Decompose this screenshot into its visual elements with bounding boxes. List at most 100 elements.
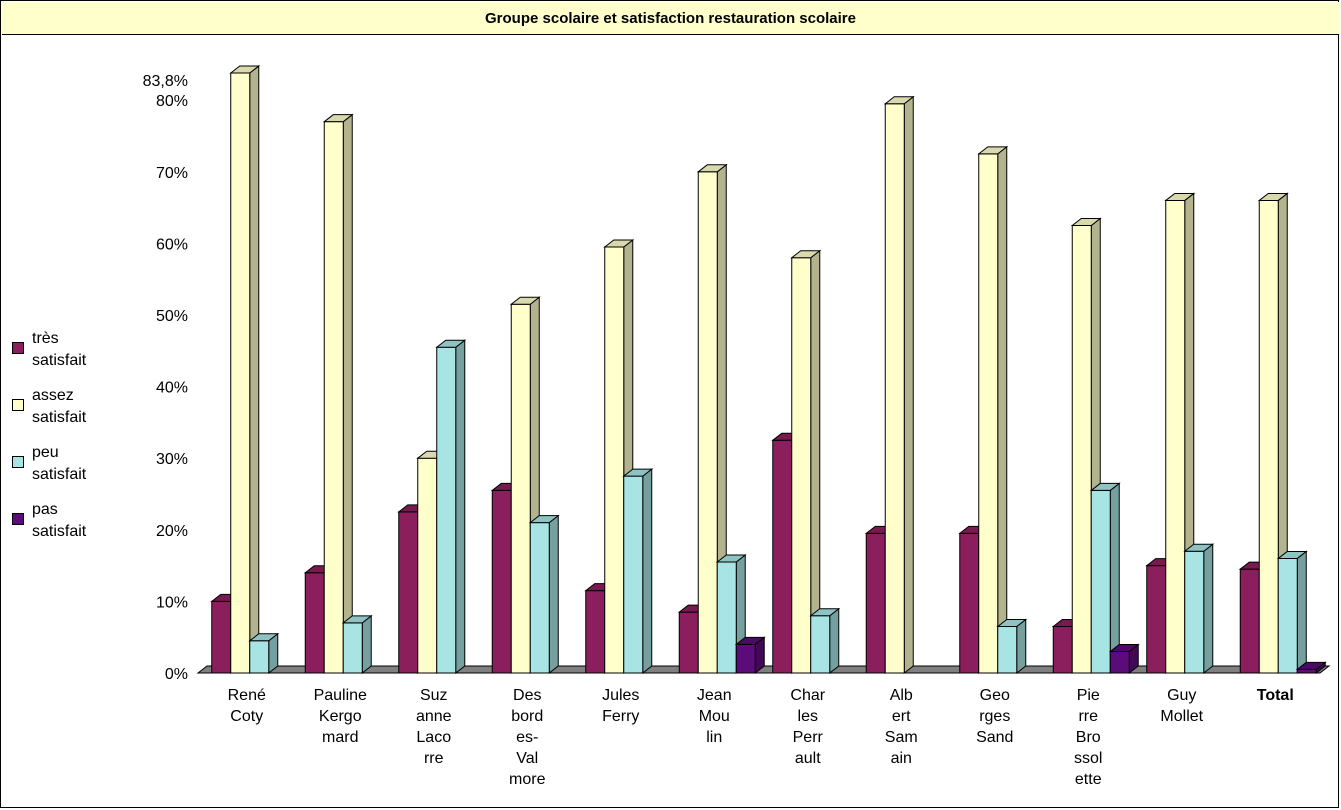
bar	[734, 636, 766, 675]
bar-front	[810, 615, 831, 674]
bar-front	[884, 103, 905, 674]
bar-front	[1184, 550, 1205, 674]
bar-top	[1295, 661, 1327, 670]
category-label: Alb ert Sam ain	[885, 687, 918, 767]
bar-front	[1052, 625, 1073, 674]
y-tick-label: 20%	[156, 523, 188, 540]
bar-side	[361, 614, 372, 675]
bar	[996, 618, 1028, 675]
bar	[322, 113, 354, 675]
bar-front	[997, 625, 1018, 674]
y-tick-label: 10%	[156, 594, 188, 611]
y-tick-label: 60%	[156, 236, 188, 253]
bar-front	[211, 600, 232, 674]
bar-top	[977, 146, 1009, 155]
category-label: Pie rre Bro ssol ette	[1074, 687, 1102, 788]
bar-top	[1276, 550, 1308, 559]
bar-side	[249, 64, 260, 675]
category-label: Suz anne Laco rre	[416, 687, 452, 767]
y-tick-label: 30%	[156, 451, 188, 468]
bar-front	[249, 640, 270, 674]
legend-item: très satisfait	[8, 328, 118, 372]
category-label: Char les Perr ault	[790, 687, 825, 767]
category-label: Jules Ferry	[602, 687, 639, 725]
bar-front	[1258, 199, 1279, 674]
y-tick-label: 40%	[156, 380, 188, 397]
bar-front	[772, 439, 793, 674]
bar-side	[642, 468, 653, 675]
category-label: René Coty	[228, 687, 266, 725]
bar	[715, 553, 747, 675]
category-label: Geo rges Sand	[976, 687, 1013, 746]
category-label: Jean Mou lin	[697, 687, 732, 746]
bar-front	[230, 72, 251, 674]
legend-item: assez satisfait	[8, 385, 118, 429]
bar-front	[959, 532, 980, 674]
bar	[248, 632, 280, 675]
bar-top	[883, 96, 915, 105]
legend-label: satisfait	[32, 523, 87, 540]
bar-side	[342, 113, 353, 675]
bar-front	[678, 611, 699, 674]
bar-front	[417, 457, 438, 674]
y-tick-label: 70%	[156, 165, 188, 182]
bar-top	[435, 339, 467, 348]
bar	[435, 339, 467, 675]
y-tick-label: 80%	[156, 93, 188, 110]
bar-front	[1239, 568, 1260, 674]
bar-front	[585, 590, 606, 674]
bar-top	[996, 618, 1028, 627]
bar	[622, 468, 654, 675]
legend-label: très	[32, 330, 59, 347]
bar-front	[1296, 668, 1317, 674]
bar-top	[1164, 192, 1196, 201]
bar-top	[809, 608, 841, 617]
chart-title: Groupe scolaire et satisfaction restaura…	[2, 2, 1339, 35]
bar-front	[978, 153, 999, 674]
legend-label: satisfait	[32, 409, 87, 426]
bar-front	[1277, 557, 1298, 674]
bar	[1295, 661, 1327, 675]
bar-front	[323, 121, 344, 674]
bar	[341, 614, 373, 675]
bar-top	[715, 554, 747, 563]
max-value-annotation: 83,8%	[143, 73, 188, 90]
bar-top	[322, 114, 354, 123]
bar	[528, 514, 560, 675]
y-tick-label: 50%	[156, 308, 188, 325]
bar-side	[1016, 618, 1027, 675]
bar-top	[1070, 218, 1102, 226]
bar-front	[1109, 651, 1130, 674]
bar	[1183, 543, 1215, 675]
bar	[1108, 643, 1140, 675]
bar-front	[604, 246, 625, 674]
bar-top	[248, 633, 280, 642]
bar-side	[997, 145, 1008, 675]
bar-front	[1090, 489, 1111, 674]
bar-top	[229, 65, 261, 74]
bar-top	[509, 296, 541, 305]
bar	[809, 607, 841, 675]
bar-side	[548, 514, 559, 675]
legend-label: assez	[32, 387, 74, 404]
bar-side	[1203, 543, 1214, 675]
bar-top	[1108, 644, 1140, 653]
bar	[977, 145, 1009, 675]
bar-side	[829, 607, 840, 675]
legend-item: peu satisfait	[8, 442, 118, 486]
y-tick-label: 0%	[165, 666, 188, 683]
legend-label: satisfait	[32, 352, 87, 369]
bar	[1276, 550, 1308, 675]
bar-front	[791, 257, 812, 674]
bar-front	[436, 346, 457, 674]
bar-front	[1146, 565, 1167, 674]
chart-floor	[196, 665, 1331, 674]
bar-front	[697, 171, 718, 674]
bar	[790, 249, 822, 675]
bar-top	[1089, 482, 1121, 491]
bar-top	[790, 250, 822, 259]
bar-top	[603, 239, 635, 248]
bar-front	[1071, 225, 1092, 674]
bar-front	[716, 561, 737, 674]
